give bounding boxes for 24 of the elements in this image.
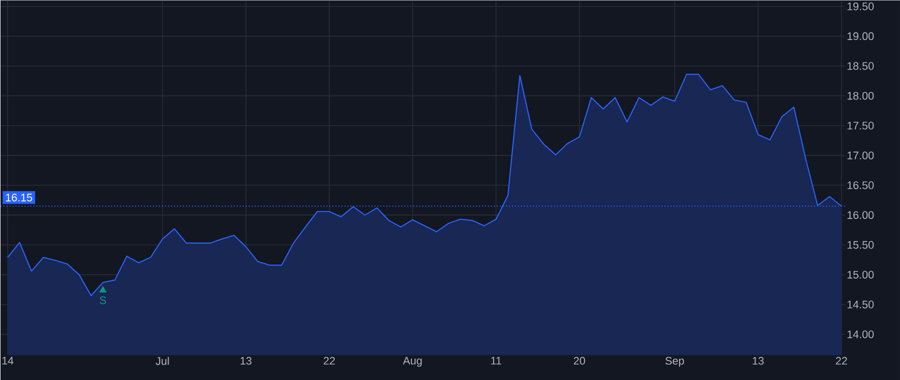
y-tick-label: 14.50 xyxy=(848,300,874,308)
y-tick-label: 16.00 xyxy=(848,211,874,219)
x-tick-label: 22 xyxy=(836,356,848,364)
x-tick-label: 13 xyxy=(240,356,252,365)
y-tick-label: 14.00 xyxy=(848,330,874,338)
y-tick-label: 17.50 xyxy=(848,122,874,130)
x-tick-label: Aug xyxy=(402,356,422,367)
x-tick-label: 22 xyxy=(324,356,335,364)
y-tick-label: 18.00 xyxy=(848,92,874,100)
x-tick-label: 14 xyxy=(2,356,14,364)
y-tick-label: 15.00 xyxy=(848,270,874,278)
x-tick-label: Sep xyxy=(665,356,684,367)
y-tick-label: 15.50 xyxy=(848,240,874,249)
y-tick-label: 17.00 xyxy=(848,151,874,160)
y-tick-label: 16.50 xyxy=(848,181,874,190)
y-tick-label: 19.00 xyxy=(848,32,874,40)
y-tick-label: 18.50 xyxy=(848,62,874,70)
x-tick-label: 13 xyxy=(752,356,764,365)
y-tick-label: 19.50 xyxy=(848,2,874,10)
series-label: S xyxy=(100,296,106,304)
x-tick-label: 20 xyxy=(574,356,586,365)
x-tick-label: 11 xyxy=(491,356,502,364)
x-tick-label: Jul xyxy=(156,356,169,365)
ref-line-label: 16.15 xyxy=(6,194,32,202)
